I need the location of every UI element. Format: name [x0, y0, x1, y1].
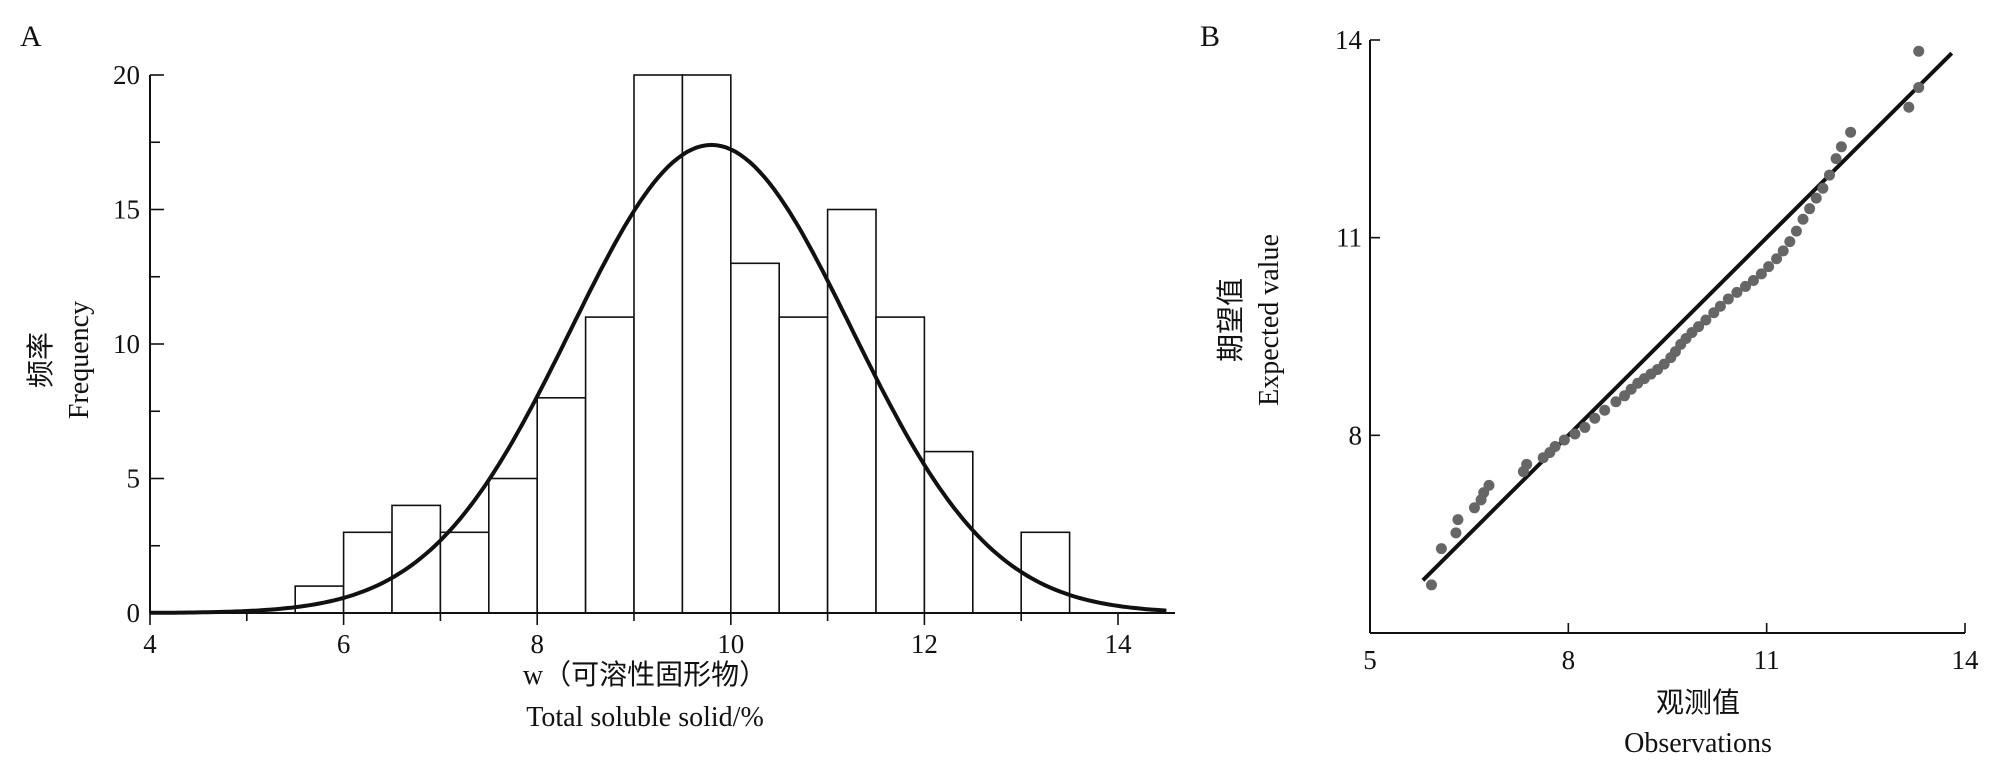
histogram-bar	[875, 316, 926, 614]
qq-point	[1823, 169, 1835, 181]
panel-b-qq-plot: B 5 8 11 14 8 11 14 观测值 Observations 期望值 Expec…	[1200, 20, 1979, 759]
panel-a-x-tick-label: 6	[337, 629, 351, 659]
panel-a-y-tick-label: 20	[113, 60, 140, 90]
panel-b-x-tick-label: 11	[1754, 645, 1780, 675]
qq-point	[1549, 441, 1561, 453]
qq-point	[1483, 479, 1495, 491]
histogram-bar	[391, 504, 442, 614]
panel-b-xlabel-en: Observations	[1624, 728, 1772, 759]
qq-point	[1450, 527, 1462, 539]
panel-b-xlabel-cn: 观测值	[1656, 687, 1740, 719]
histogram-bar	[439, 531, 490, 614]
qq-point	[1763, 261, 1775, 273]
histogram-bar	[536, 396, 587, 614]
panel-a-y-tick-label: 0	[127, 598, 141, 628]
qq-points	[1425, 45, 1925, 591]
qq-point	[1468, 502, 1480, 514]
qq-point	[1731, 286, 1743, 298]
qq-point	[1579, 421, 1591, 433]
qq-point	[1714, 300, 1726, 312]
histogram-bar	[1020, 531, 1071, 614]
qq-point	[1830, 153, 1842, 165]
histogram-bar	[778, 316, 829, 614]
panel-a-histogram: A 4 6 8 10 12 14 0 5 10 15 20 w（可溶性固形物） Total solu…	[20, 20, 1175, 733]
panel-b-ylabel-en: Expected value	[1254, 234, 1285, 406]
qq-point	[1913, 45, 1925, 57]
panel-a-y-tick-label: 10	[113, 329, 140, 359]
qq-point	[1804, 203, 1816, 215]
qq-point	[1810, 192, 1822, 204]
histogram-bar	[729, 262, 780, 614]
panel-b-label: B	[1200, 20, 1220, 53]
qq-point	[1452, 514, 1464, 526]
panel-a-axes: 4 6 8 10 12 14 0 5 10 15 20	[113, 60, 1175, 659]
panel-a-x-tick-label: 12	[911, 629, 938, 659]
panel-a-x-tick-label: 4	[143, 629, 157, 659]
panel-b-x-tick-label: 5	[1363, 645, 1377, 675]
qq-point	[1797, 213, 1809, 225]
histogram-bars	[294, 74, 1071, 614]
panel-a-xlabel-cn: w（可溶性固形物）	[523, 659, 767, 691]
panel-a-y-tick-label: 15	[113, 195, 140, 225]
qq-point	[1817, 182, 1829, 194]
panel-a-ylabel-en: Frequency	[64, 301, 95, 419]
panel-b-x-tick-label: 8	[1562, 645, 1576, 675]
qq-point	[1903, 101, 1915, 113]
panel-a-x-tick-label: 10	[717, 629, 744, 659]
histogram-bar	[681, 74, 732, 614]
qq-point	[1777, 245, 1789, 257]
panel-b-y-tick-label: 14	[1335, 25, 1363, 55]
reference-line	[1421, 51, 1954, 582]
qq-point	[1755, 268, 1767, 280]
histogram-bar	[584, 316, 635, 614]
panel-b-y-tick-label: 8	[1349, 420, 1363, 450]
histogram-bar	[342, 531, 393, 614]
qq-point	[1589, 412, 1601, 424]
qq-point	[1740, 280, 1752, 292]
qq-point	[1435, 543, 1447, 555]
qq-point	[1693, 321, 1705, 333]
normal-curve	[150, 142, 1167, 615]
qq-point	[1700, 314, 1712, 326]
panel-a-y-tick-label: 5	[127, 464, 141, 494]
histogram-bar	[633, 74, 684, 614]
qq-point	[1771, 253, 1783, 265]
histogram-bar	[826, 208, 877, 614]
panel-b-axes: 5 8 11 14 8 11 14	[1335, 25, 1979, 675]
panel-a-x-tick-label: 8	[530, 629, 544, 659]
panel-a-x-tick-label: 14	[1105, 629, 1133, 659]
panel-b-ylabel-cn: 期望值	[1215, 278, 1247, 362]
qq-point	[1558, 434, 1570, 446]
qq-point	[1569, 428, 1581, 440]
qq-point	[1784, 236, 1796, 248]
panel-a-label: A	[20, 20, 42, 53]
qq-point	[1610, 396, 1622, 408]
panel-a-ylabel-cn: 频率	[25, 332, 57, 388]
qq-point	[1722, 293, 1734, 305]
panel-b-y-tick-label: 11	[1336, 223, 1362, 253]
qq-point	[1913, 81, 1925, 93]
qq-point	[1599, 404, 1611, 416]
histogram-bar	[487, 477, 538, 614]
qq-point	[1521, 458, 1533, 470]
qq-point	[1835, 141, 1847, 153]
panel-b-x-tick-label: 14	[1952, 645, 1980, 675]
qq-point	[1790, 225, 1802, 237]
panel-a-xlabel-en: Total soluble solid/%	[526, 702, 764, 733]
qq-point	[1425, 579, 1437, 591]
qq-point	[1747, 274, 1759, 286]
qq-point	[1845, 126, 1857, 138]
